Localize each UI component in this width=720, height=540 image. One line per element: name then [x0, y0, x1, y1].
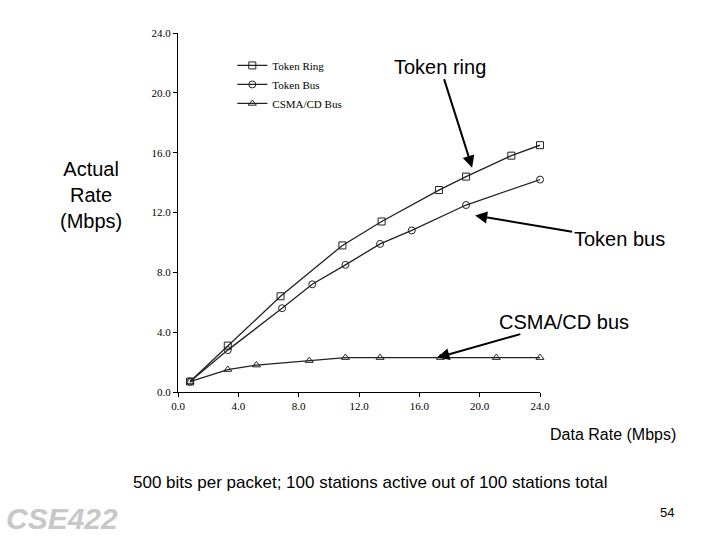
svg-text:24.0: 24.0 [530, 400, 550, 412]
svg-text:8.0: 8.0 [292, 400, 306, 412]
svg-text:24.0: 24.0 [152, 27, 172, 39]
svg-text:CSMA/CD bus: CSMA/CD bus [499, 311, 629, 333]
svg-text:Token Bus: Token Bus [272, 79, 319, 91]
svg-text:CSMA/CD Bus: CSMA/CD Bus [272, 98, 341, 110]
svg-text:4.0: 4.0 [157, 326, 171, 338]
svg-text:20.0: 20.0 [152, 87, 172, 99]
svg-text:Token Ring: Token Ring [272, 60, 324, 72]
svg-text:Token bus: Token bus [574, 228, 665, 250]
svg-text:CSE422: CSE422 [6, 502, 118, 535]
svg-text:0.0: 0.0 [171, 400, 185, 412]
svg-text:Data Rate (Mbps): Data Rate (Mbps) [550, 426, 676, 443]
svg-text:12.0: 12.0 [152, 206, 172, 218]
svg-text:16.0: 16.0 [410, 400, 430, 412]
svg-text:4.0: 4.0 [231, 400, 245, 412]
svg-text:54: 54 [660, 505, 674, 520]
svg-text:500 bits per packet; 100 stati: 500 bits per packet; 100 stations active… [133, 473, 607, 492]
svg-text:12.0: 12.0 [349, 400, 369, 412]
svg-text:8.0: 8.0 [157, 266, 171, 278]
svg-text:20.0: 20.0 [470, 400, 490, 412]
svg-text:0.0: 0.0 [157, 386, 171, 398]
svg-text:16.0: 16.0 [152, 147, 172, 159]
svg-text:Token ring: Token ring [394, 56, 486, 78]
svg-text:ActualRate(Mbps): ActualRate(Mbps) [60, 158, 122, 232]
